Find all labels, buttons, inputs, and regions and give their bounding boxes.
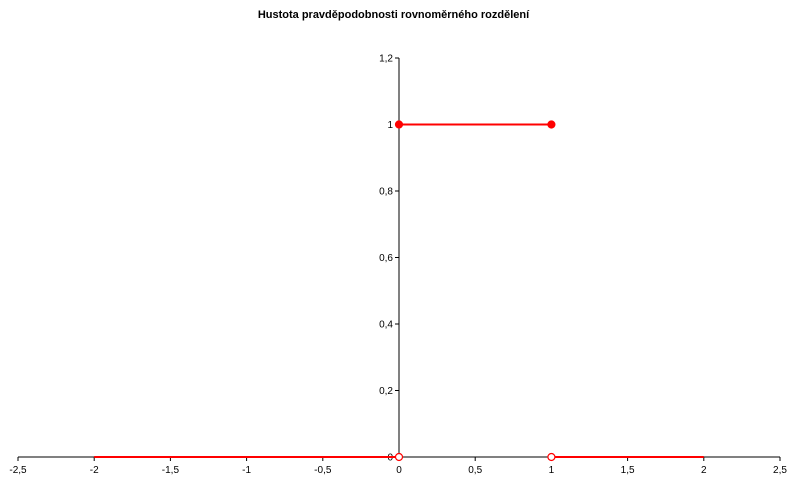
x-tick-label: 1,5 — [621, 465, 635, 476]
x-tick-label: 2,5 — [773, 465, 787, 476]
x-tick-label: 0,5 — [468, 465, 482, 476]
open-endpoint-marker — [547, 452, 556, 462]
y-tick-label: 0,8 — [379, 187, 393, 198]
filled-endpoint-marker — [547, 120, 556, 129]
y-tick-label: 1 — [387, 120, 393, 131]
filled-endpoint-marker — [394, 120, 404, 129]
y-tick-label: 1,2 — [379, 54, 393, 65]
x-tick-label: -2,5 — [9, 465, 27, 476]
x-tick-label: -2 — [90, 465, 99, 476]
x-tick-label: 1 — [549, 465, 555, 476]
x-tick-label: -1,5 — [162, 465, 180, 476]
open-endpoint-marker — [394, 452, 404, 462]
y-tick-label: 0,4 — [379, 320, 393, 331]
x-tick-label: 0 — [396, 465, 402, 476]
y-tick-label: 0,6 — [379, 253, 393, 264]
chart-title: Hustota pravděpodobnosti rovnoměrného ro… — [257, 9, 530, 21]
y-tick-label: 0,2 — [379, 386, 393, 397]
x-tick-label: -0,5 — [314, 465, 332, 476]
x-tick-label: -1 — [242, 465, 251, 476]
x-tick-label: 2 — [701, 465, 707, 476]
